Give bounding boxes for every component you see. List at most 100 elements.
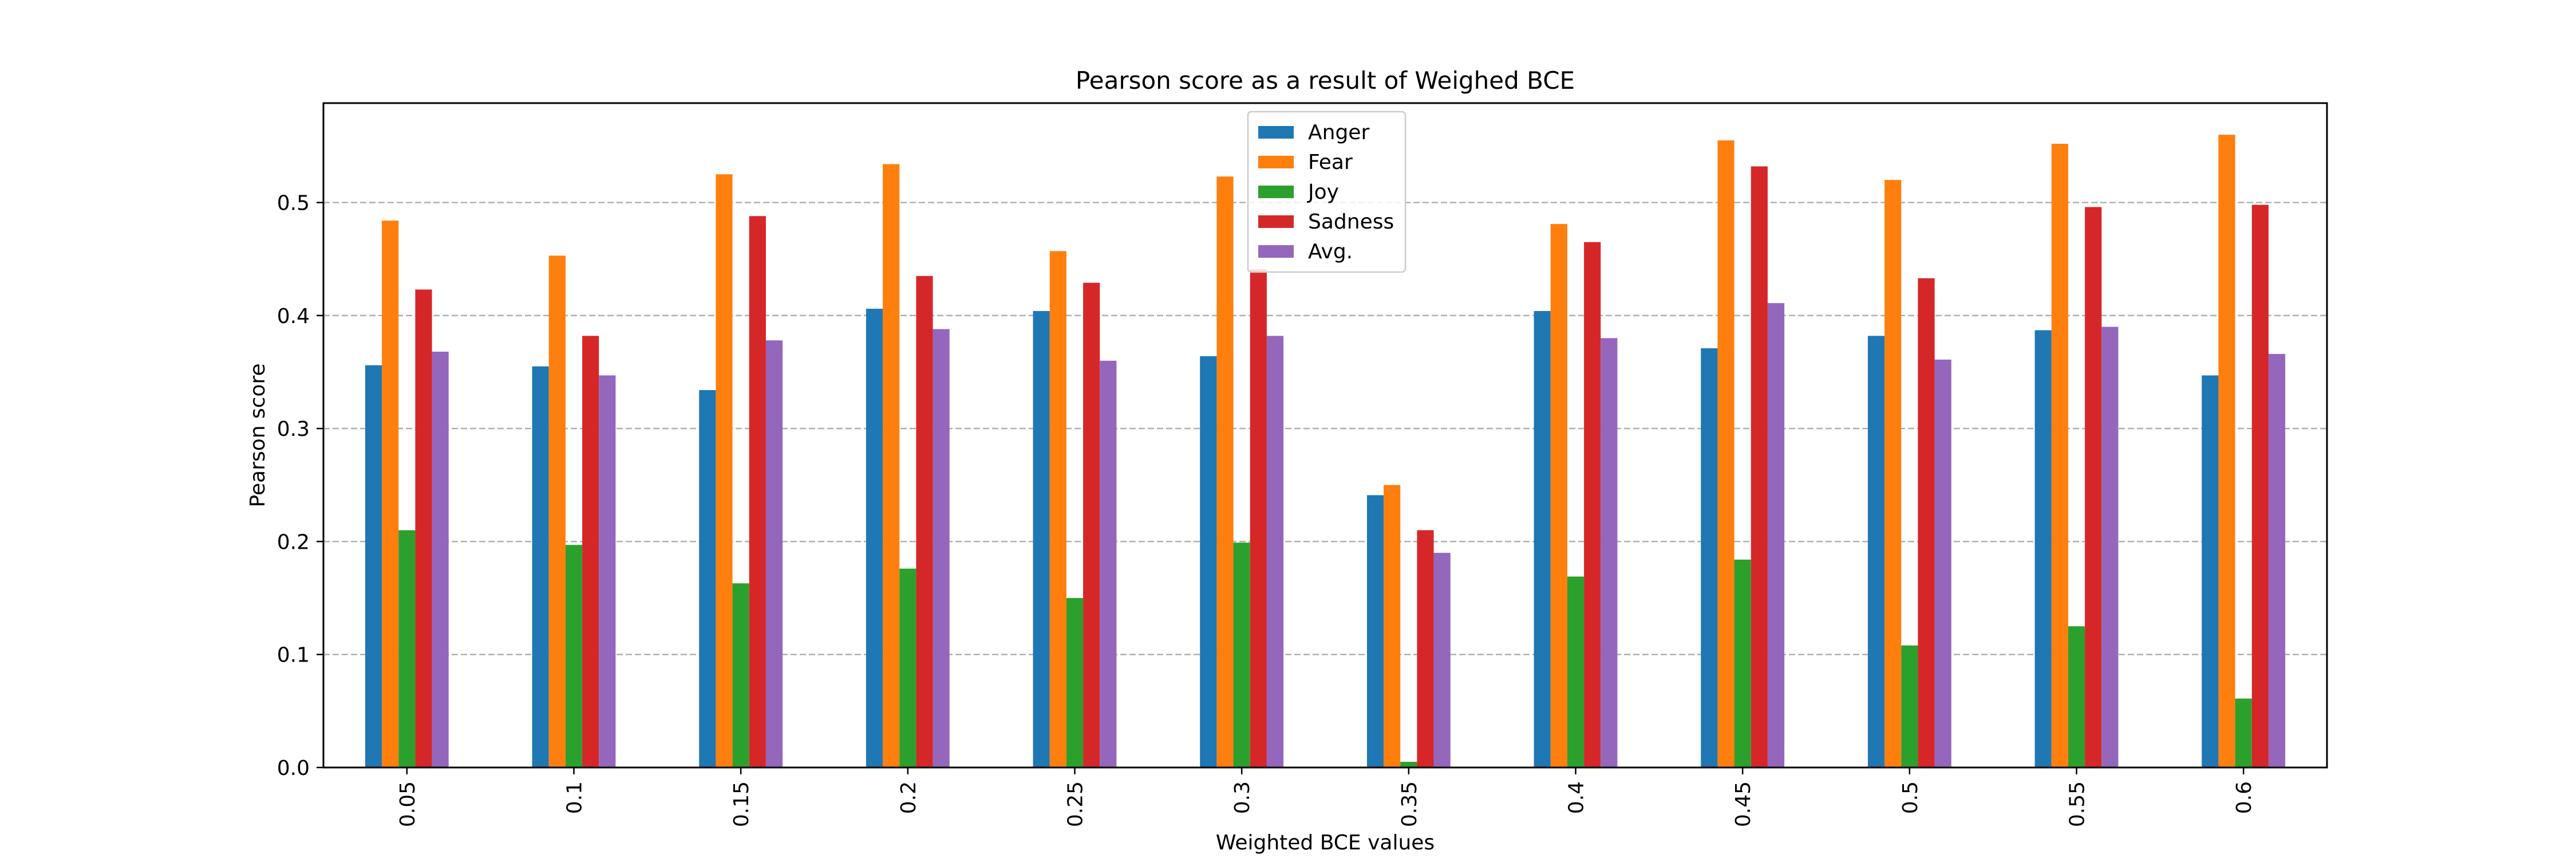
x-tick-label: 0.5	[1899, 781, 1922, 814]
y-tick-label: 0.3	[277, 418, 310, 441]
legend: Anger Fear Joy Sadness Avg.	[1247, 111, 1406, 273]
bar-sadness-0.6	[2251, 204, 2269, 767]
bar-avg-0.05	[432, 352, 449, 767]
bar-anger-0.55	[2034, 330, 2052, 767]
bar-anger-0.25	[1033, 310, 1050, 767]
x-tick-label: 0.25	[1064, 781, 1088, 827]
bar-avg-0.25	[1100, 360, 1117, 767]
bar-sadness-0.55	[2085, 207, 2102, 768]
bar-joy-0.5	[1901, 645, 1918, 767]
bar-anger-0.3	[1200, 356, 1217, 767]
y-tick-label: 0.1	[277, 644, 310, 667]
bar-joy-0.15	[732, 583, 749, 767]
bar-fear-0.35	[1384, 485, 1401, 767]
bar-avg-0.5	[1934, 359, 1951, 767]
bar-sadness-0.2	[916, 275, 933, 767]
x-tick-label: 0.2	[897, 781, 920, 814]
x-tick-label: 0.15	[730, 781, 753, 827]
bar-joy-0.6	[2235, 698, 2252, 767]
x-axis-label: Weighted BCE values	[1216, 831, 1435, 855]
bar-anger-0.45	[1701, 348, 1718, 767]
bar-anger-0.6	[2202, 375, 2219, 767]
x-tick-label: 0.4	[1565, 781, 1589, 814]
bar-joy-0.4	[1567, 576, 1585, 767]
bar-sadness-0.3	[1250, 269, 1267, 767]
bar-avg-0.55	[2101, 326, 2119, 767]
bar-anger-0.1	[532, 366, 549, 767]
bar-joy-0.55	[2068, 626, 2085, 767]
bar-sadness-0.05	[415, 289, 432, 767]
bar-joy-0.35	[1400, 762, 1417, 767]
bar-avg-0.35	[1433, 553, 1451, 767]
legend-swatch	[1258, 126, 1294, 139]
legend-swatch	[1258, 156, 1294, 168]
bar-fear-0.3	[1216, 176, 1234, 767]
bar-anger-0.05	[365, 365, 382, 767]
x-axis: 0.05 0.1 0.15 0.2 0.25 0.3 0.35 0.4 0.45 0.5 0.55 0…	[396, 767, 2256, 827]
x-tick-label: 0.55	[2066, 781, 2089, 827]
bar-avg-0.1	[599, 375, 616, 767]
bar-sadness-0.5	[1918, 278, 1935, 767]
legend-swatch	[1258, 186, 1294, 198]
bar-sadness-0.25	[1083, 282, 1100, 767]
bar-anger-0.5	[1867, 336, 1885, 767]
bar-sadness-0.45	[1751, 166, 1768, 767]
legend-label: Sadness	[1308, 210, 1394, 234]
bar-sadness-0.1	[582, 336, 599, 767]
y-tick-label: 0.5	[277, 192, 310, 215]
legend-box	[1247, 111, 1406, 273]
bar-joy-0.1	[565, 545, 583, 767]
bar-avg-0.45	[1767, 303, 1785, 767]
bar-fear-0.2	[883, 164, 900, 767]
bar-avg-0.4	[1601, 338, 1618, 767]
bar-sadness-0.15	[749, 216, 766, 767]
bar-avg-0.3	[1266, 336, 1284, 767]
bar-fear-0.25	[1049, 251, 1066, 767]
bar-avg-0.2	[933, 329, 950, 767]
bar-joy-0.05	[398, 530, 416, 767]
legend-label: Avg.	[1308, 240, 1353, 263]
legend-label: Fear	[1308, 151, 1353, 174]
x-tick-label: 0.3	[1231, 781, 1254, 814]
bar-joy-0.2	[899, 568, 916, 767]
bar-fear-0.15	[716, 174, 733, 768]
x-tick-label: 0.1	[563, 781, 587, 814]
legend-label: Joy	[1307, 180, 1339, 204]
bars-group	[365, 135, 2286, 768]
x-tick-label: 0.45	[1732, 781, 1755, 827]
bar-sadness-0.4	[1584, 242, 1601, 767]
legend-swatch	[1258, 215, 1294, 228]
bar-avg-0.6	[2268, 353, 2286, 767]
y-axis: 0.0 0.1 0.2 0.3 0.4 0.5	[277, 192, 323, 780]
bar-anger-0.4	[1534, 310, 1551, 767]
legend-label: Anger	[1308, 121, 1369, 144]
bar-fear-0.6	[2218, 135, 2235, 768]
chart-title: Pearson score as a result of Weighed BCE	[1076, 66, 1575, 95]
x-tick-label: 0.05	[396, 781, 420, 827]
legend-swatch	[1258, 245, 1294, 258]
plot-frame	[322, 102, 2328, 769]
y-tick-label: 0.0	[277, 757, 310, 780]
bar-anger-0.35	[1366, 495, 1384, 767]
bar-anger-0.15	[699, 390, 716, 767]
bar-fear-0.45	[1717, 140, 1735, 767]
bar-fear-0.1	[548, 255, 566, 767]
bar-joy-0.25	[1066, 598, 1084, 767]
bar-fear-0.4	[1550, 224, 1567, 767]
bar-avg-0.15	[765, 340, 783, 767]
bar-joy-0.45	[1734, 560, 1751, 767]
bar-fear-0.05	[382, 221, 399, 768]
bar-fear-0.55	[2051, 144, 2068, 768]
bar-fear-0.5	[1884, 180, 1902, 767]
y-tick-label: 0.4	[277, 305, 310, 328]
bar-sadness-0.35	[1417, 530, 1434, 767]
x-tick-label: 0.6	[2233, 781, 2256, 814]
x-tick-label: 0.35	[1398, 781, 1421, 827]
bar-joy-0.3	[1233, 542, 1250, 767]
y-tick-label: 0.2	[277, 530, 310, 554]
bar-anger-0.2	[866, 309, 883, 767]
y-axis-label: Pearson score	[246, 363, 270, 507]
grid-lines	[323, 202, 2327, 655]
